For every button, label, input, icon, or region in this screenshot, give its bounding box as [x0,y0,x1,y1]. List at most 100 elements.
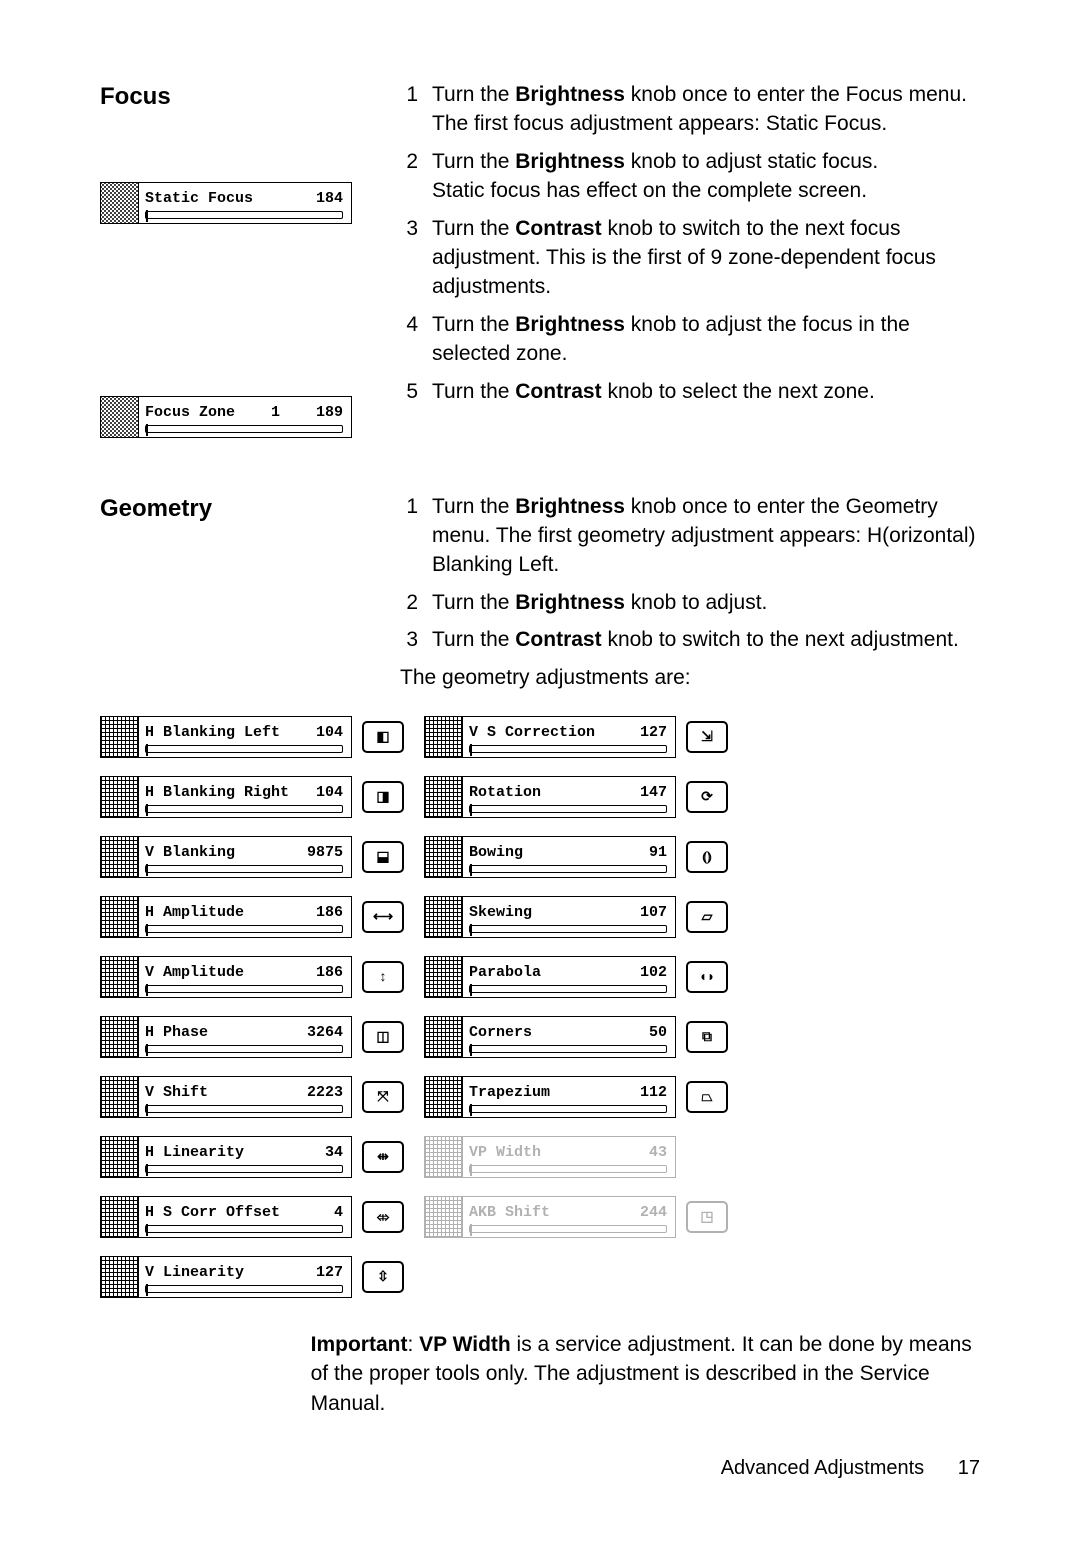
geom-glyph-icon: ◫ [362,1021,404,1053]
geom-glyph-icon: ⦅⦆ [686,841,728,873]
osd-label: V Linearity [145,1262,244,1283]
grid-icon [425,1017,463,1057]
osd-parabola: Parabola 102 [424,956,676,998]
focus-heading: Focus [100,80,370,114]
osd-label: H S Corr Offset [145,1202,280,1223]
osd-skewing: Skewing107 [424,896,676,938]
osd-slider [145,865,343,873]
geom-row: H Blanking Left104◧ [100,710,404,764]
geom-left-col: H Blanking Left104◧ H Blanking Right 104 ◨ V… [100,710,404,1304]
step-text: Turn the Contrast knob to select the nex… [432,377,980,406]
grid-icon [101,1017,139,1057]
grid-icon [425,837,463,877]
osd-value: 102 [640,962,667,983]
osd-h-amplitude: H Amplitude186 [100,896,352,938]
step-text: Turn the Brightness knob once to enter t… [432,80,980,139]
geom-row: H Linearity34⇹ [100,1130,404,1184]
osd-label: H Blanking Right [145,782,289,803]
geom-glyph-icon: ◧ [362,721,404,753]
osd-slider [145,985,343,993]
focus-steps: 1Turn the Brightness knob once to enter … [400,80,980,406]
step: 1Turn the Brightness knob once to enter … [400,492,980,580]
osd-value: 184 [316,188,343,209]
step-text: Turn the Brightness knob once to enter t… [432,492,980,580]
geom-right-col: V S Correction127⇲Rotation147⟳Bowing91⦅⦆… [424,710,728,1304]
geom-row: Rotation 147 ⟳ [424,770,728,824]
step-num: 1 [400,80,418,139]
osd-label: Parabola [469,962,541,983]
step-text: Turn the Contrast knob to switch to the … [432,214,980,302]
step-num: 1 [400,492,418,580]
geom-glyph-icon: ◨ [362,781,404,813]
geom-row: H S Corr Offset4⤄ [100,1190,404,1244]
grid-icon [101,897,139,937]
footer-label: Advanced Adjustments [721,1457,924,1479]
geom-glyph-icon: ⧉ [686,1021,728,1053]
step-text: Turn the Brightness knob to adjust stati… [432,147,980,206]
grid-icon [101,1077,139,1117]
osd-value: 186 [316,962,343,983]
geom-row: V Linearity127⇳ [100,1250,404,1304]
osd-label: H Linearity [145,1142,244,1163]
grid-icon [101,957,139,997]
osd-slider [469,805,667,813]
osd-static-focus: Static Focus 184 .osd-slider::after{left… [100,182,352,224]
step-num: 3 [400,625,418,654]
osd-label: Rotation [469,782,541,803]
osd-v-blanking: V Blanking9875 [100,836,352,878]
step-num: 5 [400,377,418,406]
grid-icon [425,777,463,817]
step-num: 4 [400,310,418,369]
osd-label: Corners [469,1022,532,1043]
geometry-left: Geometry [100,492,370,692]
geometry-heading: Geometry [100,492,370,526]
geom-glyph-icon: ⟷ [362,901,404,933]
geom-row: V Blanking9875⬓ [100,830,404,884]
grid-icon [101,1257,139,1297]
osd-v-shift: V Shift2223 [100,1076,352,1118]
step: 2Turn the Brightness knob to adjust stat… [400,147,980,206]
osd-slider [145,1285,343,1293]
step: 3Turn the Contrast knob to switch to the… [400,214,980,302]
step-num: 2 [400,588,418,617]
geom-row: V Shift2223⤧ [100,1070,404,1124]
geometry-section: Geometry 1Turn the Brightness knob once … [100,492,980,692]
osd-value: 3264 [307,1022,343,1043]
geom-glyph-icon: ⟳ [686,781,728,813]
osd-value: 147 [640,782,667,803]
osd-value: 43 [649,1142,667,1163]
geom-glyph-icon: ⏢ [686,1081,728,1113]
osd-v-linearity: V Linearity 127 [100,1256,352,1298]
osd-slider [469,985,667,993]
step: 3 Turn the Contrast knob to switch to the… [400,625,980,654]
grid-icon [101,717,139,757]
geom-row: Corners50⧉ [424,1010,728,1064]
step-text: Turn the Brightness knob to adjust the f… [432,310,980,369]
geom-glyph-icon: ▱ [686,901,728,933]
osd-label: H Amplitude [145,902,244,923]
step: 1Turn the Brightness knob once to enter … [400,80,980,139]
osd-value: 9875 [307,842,343,863]
grid-icon [425,717,463,757]
osd-value: 127 [316,1262,343,1283]
step-text: Turn the Contrast knob to switch to the … [432,625,980,654]
geom-row: H Blanking Right 104 ◨ [100,770,404,824]
geom-glyph-icon: ⇲ [686,721,728,753]
geom-row: Bowing91⦅⦆ [424,830,728,884]
osd-label: V S Correction [469,722,595,743]
osd-slider: .osd-slider::after{left:var(--p,50)%;} [145,211,343,219]
osd-value: 104 [316,782,343,803]
osd-slider [469,865,667,873]
osd-slider [469,745,667,753]
osd-trapezium: Trapezium112 [424,1076,676,1118]
step: 4Turn the Brightness knob to adjust the … [400,310,980,369]
osd-rotation: Rotation 147 [424,776,676,818]
osd-slider [145,925,343,933]
osd-value: 4 [334,1202,343,1223]
focus-right: 1Turn the Brightness knob once to enter … [400,80,980,444]
step-num: 3 [400,214,418,302]
osd-label: H Blanking Left [145,722,280,743]
geometry-table: H Blanking Left104◧ H Blanking Right 104 ◨ V… [100,710,980,1304]
osd-slider [469,1045,667,1053]
step-num: 2 [400,147,418,206]
